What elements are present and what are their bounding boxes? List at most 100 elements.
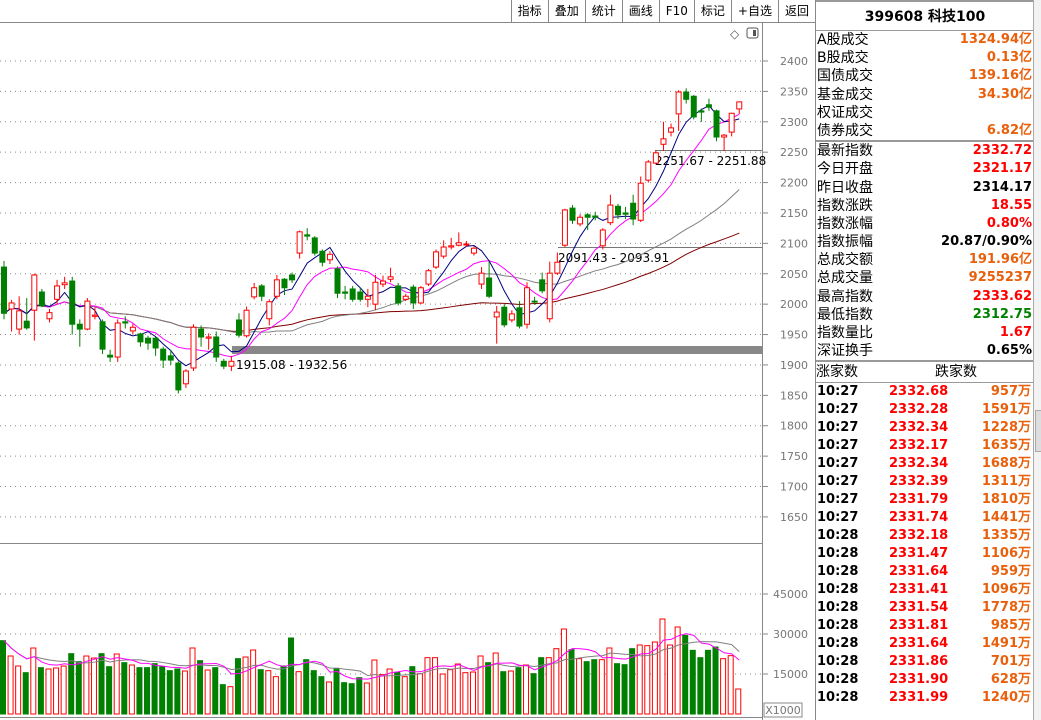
- volume-bar: [530, 673, 537, 715]
- tick-time: 10:27: [817, 474, 859, 490]
- turnover-section: A股成交 1324.94亿 B股成交 0.13亿 国债成交 139.16亿 基金成交 34.3…: [816, 31, 1034, 143]
- gap-band: [232, 346, 762, 354]
- volume-bar: [53, 667, 60, 715]
- candle-up: [61, 282, 68, 286]
- candle-down: [592, 215, 599, 218]
- stats-row: 指数振幅 20.87/0.90%: [816, 233, 1034, 251]
- tick-volume: 1228万: [981, 420, 1031, 436]
- quote-panel: 399608 科技100 A股成交 1324.94亿 B股成交 0.13亿 国债成交 13…: [815, 0, 1034, 720]
- volume-bar: [485, 662, 492, 715]
- volume-bar: [219, 684, 226, 715]
- tick-time: 10:27: [817, 438, 859, 454]
- volume-bar: [242, 656, 249, 715]
- tick-volume: 957万: [990, 384, 1031, 400]
- tick-list[interactable]: 10:27 2332.68 957万 10:27 2332.28 1591万 10:27 23…: [816, 383, 1034, 707]
- volume-bar: [144, 667, 151, 715]
- price-tick-label: 2300: [780, 116, 808, 129]
- price-tick-label: 2350: [780, 85, 808, 98]
- volume-bar: [15, 665, 22, 715]
- stats-label: 指数振幅: [817, 234, 873, 251]
- price-tick-label: 2050: [780, 268, 808, 281]
- volume-bar: [432, 657, 439, 715]
- volume-bar: [257, 669, 264, 715]
- volume-bar: [288, 637, 295, 715]
- tick-price: 2331.99: [889, 690, 949, 706]
- volume-bar: [379, 674, 385, 715]
- tick-price: 2331.54: [889, 600, 949, 616]
- stats-value: 2332.72: [972, 143, 1032, 159]
- candle-down: [342, 291, 349, 294]
- tick-row: 10:27 2332.17 1635万: [816, 437, 1034, 455]
- tick-row: 10:28 2331.99 1240万: [816, 689, 1034, 707]
- price-tick-label: 2400: [780, 55, 808, 68]
- volume-bar: [636, 644, 643, 715]
- candle-down: [334, 268, 341, 294]
- toolbar-button-7[interactable]: 返回: [777, 0, 815, 22]
- candle-down: [213, 336, 220, 358]
- volume-bar: [159, 666, 166, 715]
- tick-time: 10:27: [817, 492, 859, 508]
- turnover-label: A股成交: [817, 32, 869, 48]
- stats-value: 20.87/0.90%: [941, 234, 1032, 250]
- volume-bar: [60, 665, 67, 715]
- candle-up: [652, 152, 659, 164]
- volume-bar: [121, 662, 128, 715]
- candle-up: [493, 311, 500, 318]
- candle-up: [599, 229, 606, 247]
- candle-up: [546, 272, 553, 320]
- candle-up: [31, 274, 38, 311]
- kline-chart[interactable]: 2400 2350 2300 2250 2200 2150 2100 2050 2000 1950…: [0, 0, 815, 720]
- volume-bar: [272, 676, 279, 715]
- candle-up: [251, 287, 258, 298]
- volume-ma10-line: [3, 640, 740, 677]
- toolbar-button-6[interactable]: +自选: [730, 0, 778, 22]
- tick-time: 10:28: [817, 582, 859, 598]
- toolbar-button-4[interactable]: F10: [658, 0, 694, 22]
- candle-down: [622, 212, 629, 215]
- tick-volume: 1311万: [981, 474, 1031, 490]
- toolbar-button-3[interactable]: 画线: [621, 0, 659, 22]
- candle-down: [614, 205, 621, 216]
- stats-value: 1.67: [999, 325, 1032, 340]
- price-tick-label: 1800: [780, 420, 808, 433]
- candle-up: [129, 326, 136, 332]
- stats-value: 2321.17: [972, 161, 1032, 177]
- candle-down: [349, 288, 356, 300]
- volume-bar: [492, 652, 499, 715]
- volume-bar: [333, 668, 340, 715]
- stats-value: 2333.62: [972, 288, 1032, 304]
- turnover-label: 债券成交: [817, 122, 873, 139]
- tick-time: 10:27: [817, 510, 859, 526]
- tick-row: 10:27 2332.34 1688万: [816, 455, 1034, 473]
- volume-bar: [674, 626, 681, 715]
- candle-up: [46, 312, 53, 320]
- toolbar-button-0[interactable]: 指标: [510, 0, 548, 22]
- stats-label: 深证换手: [817, 343, 873, 360]
- price-tick-label: 2000: [780, 298, 808, 311]
- tick-price: 2332.68: [889, 384, 949, 400]
- tick-row: 10:28 2331.81 985万: [816, 617, 1034, 635]
- tick-row: 10:27 2331.74 1441万: [816, 509, 1034, 527]
- volume-bar: [591, 659, 598, 715]
- tick-volume: 985万: [990, 618, 1031, 634]
- candle-down: [175, 362, 182, 391]
- candle-down: [289, 274, 296, 281]
- candle-up: [380, 280, 386, 285]
- toolbar-button-2[interactable]: 统计: [584, 0, 622, 22]
- tick-row: 10:28 2331.41 1096万: [816, 581, 1034, 599]
- candle-down: [160, 348, 167, 361]
- volume-bar: [356, 677, 363, 715]
- tick-time: 10:28: [817, 636, 859, 652]
- turnover-row: 债券成交 6.82亿: [816, 122, 1034, 140]
- volume-bar: [325, 681, 332, 715]
- stats-label: 指数涨幅: [817, 215, 873, 232]
- tick-row: 10:28 2331.54 1778万: [816, 599, 1034, 617]
- volume-bar: [644, 645, 651, 715]
- scrollbar-thumb[interactable]: [1035, 410, 1041, 452]
- scrollbar[interactable]: [1033, 0, 1041, 720]
- tick-volume: 1240万: [981, 690, 1031, 706]
- stats-value: 2314.17: [972, 179, 1032, 195]
- toolbar-button-1[interactable]: 叠加: [547, 0, 585, 22]
- toolbar-button-5[interactable]: 标记: [693, 0, 731, 22]
- volume-bar: [409, 666, 416, 715]
